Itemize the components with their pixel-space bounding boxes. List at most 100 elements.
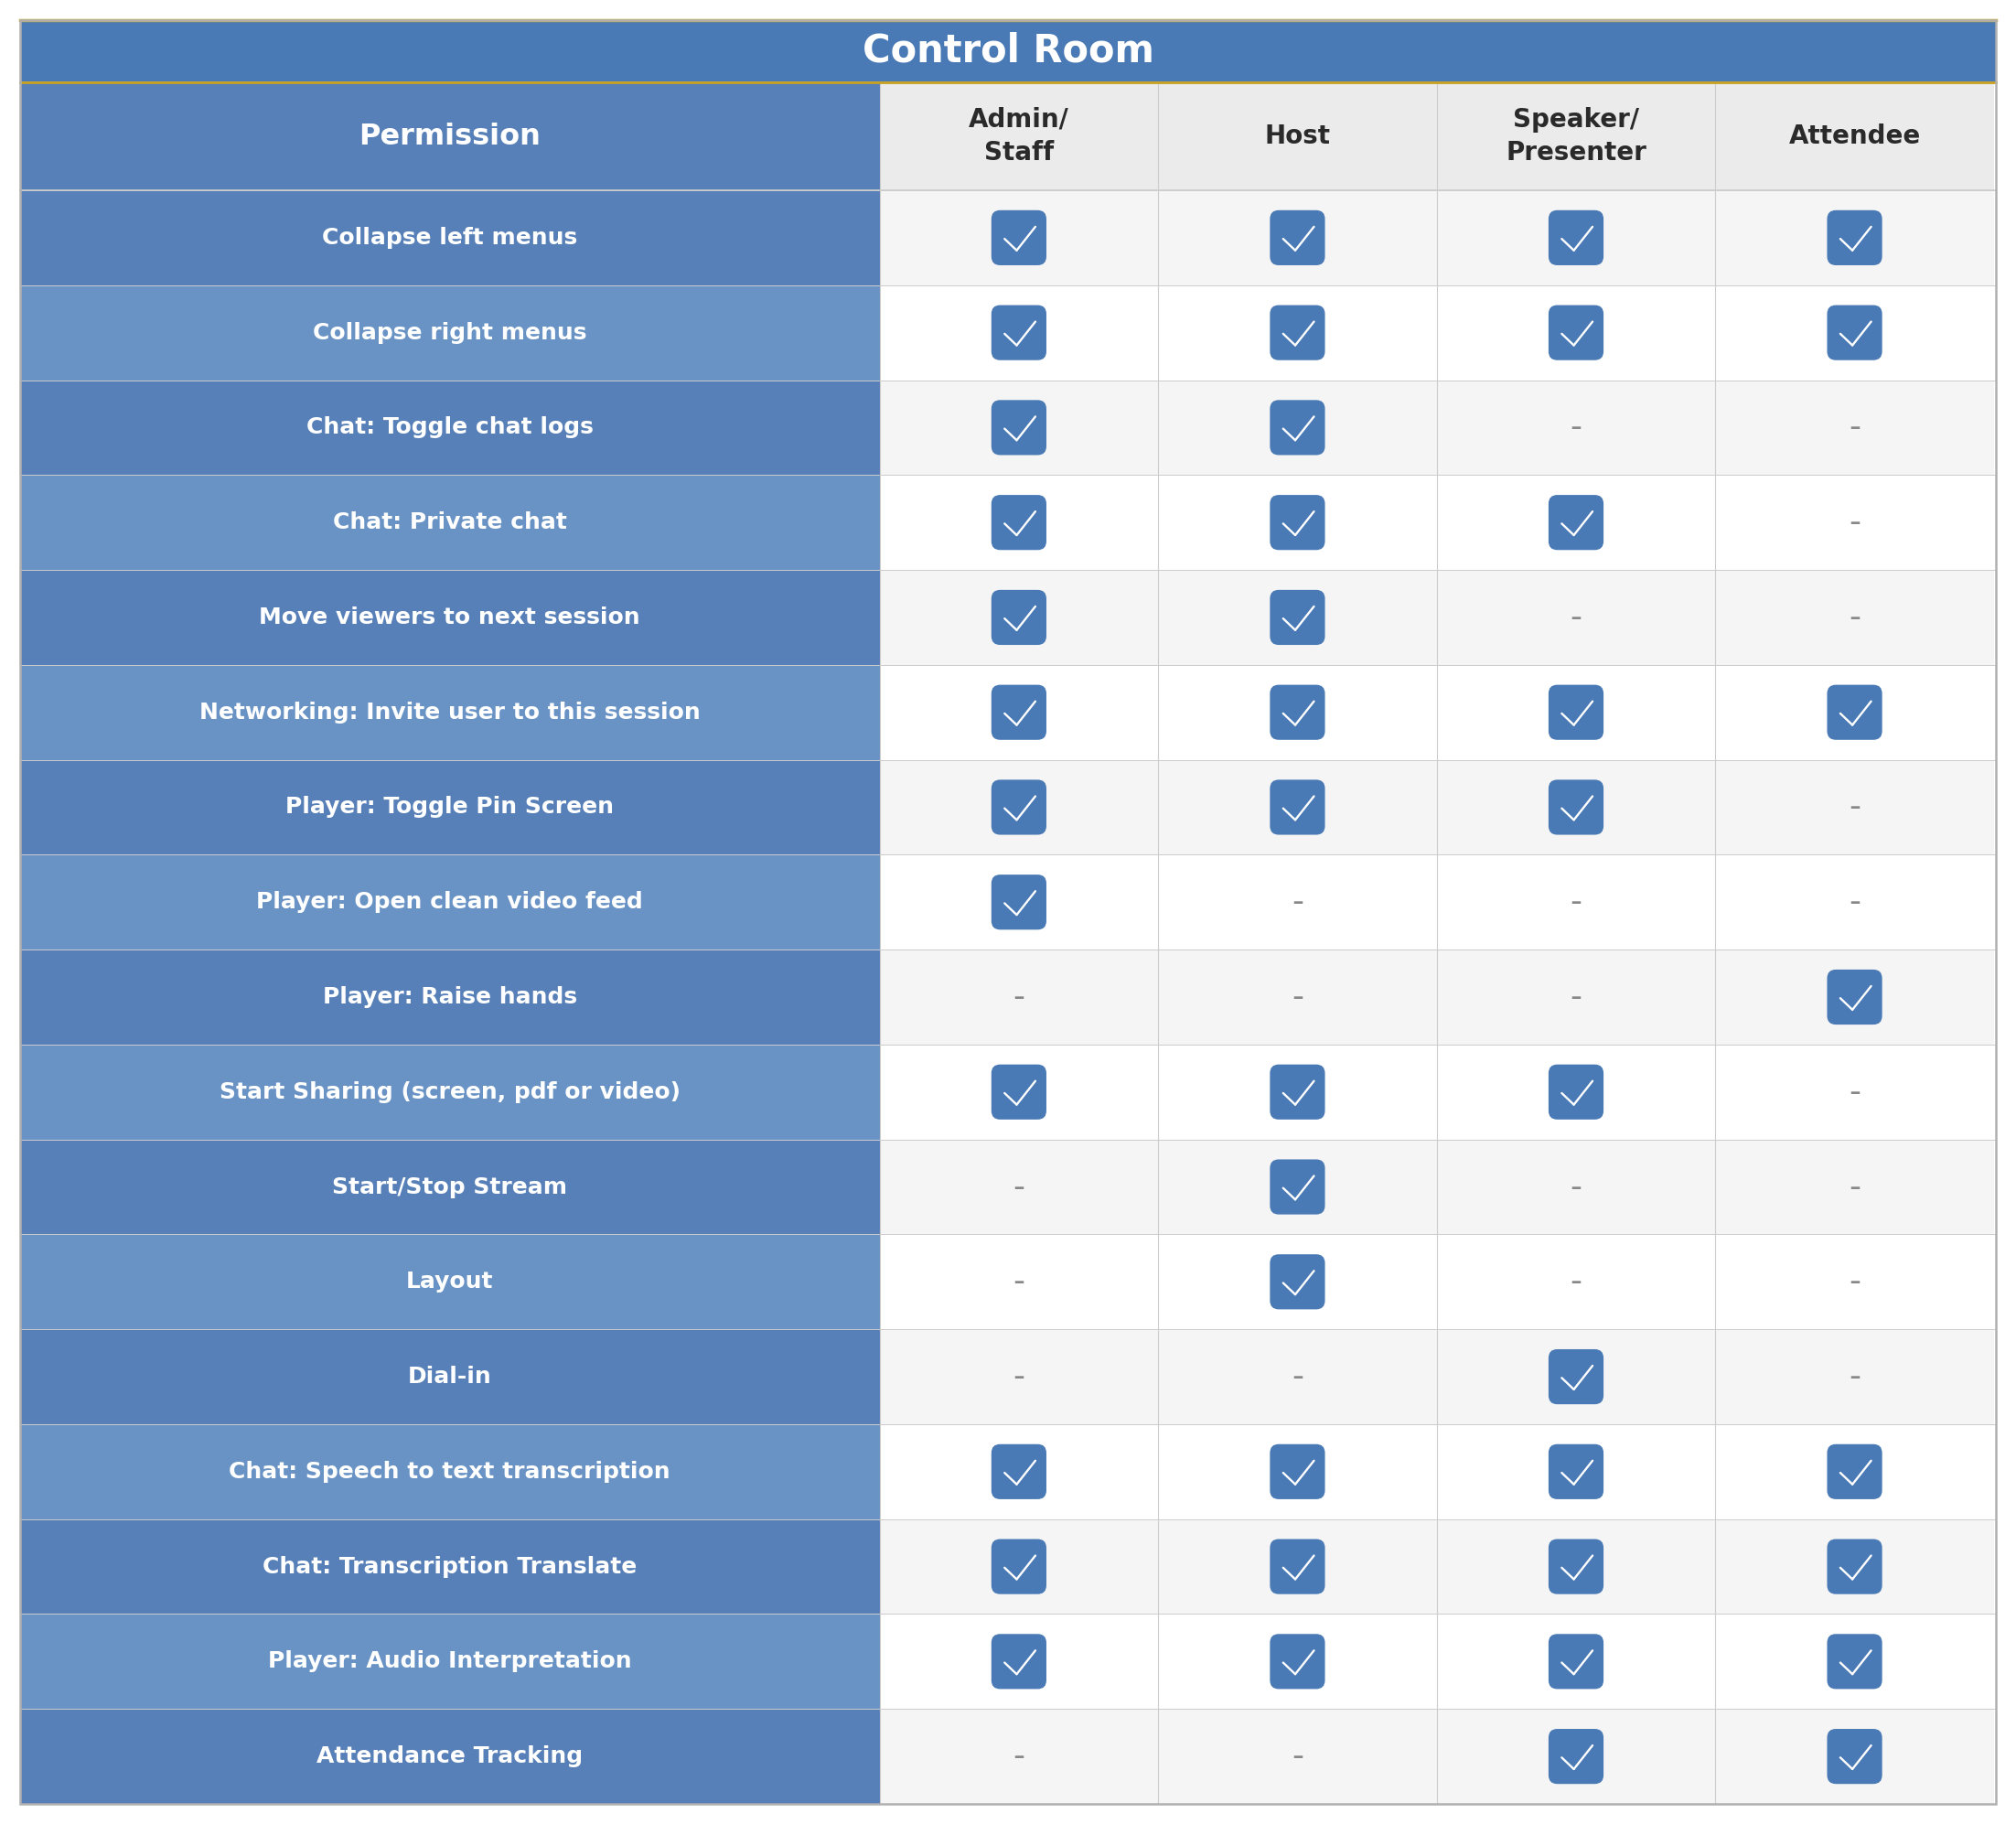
Bar bbox=[1437, 1614, 1716, 1709]
Text: Collapse right menus: Collapse right menus bbox=[312, 321, 587, 343]
Bar bbox=[20, 1330, 879, 1425]
Text: Player: Audio Interpretation: Player: Audio Interpretation bbox=[268, 1651, 631, 1673]
Bar bbox=[1157, 1425, 1437, 1519]
Bar bbox=[1157, 950, 1437, 1045]
Bar bbox=[20, 761, 879, 855]
FancyBboxPatch shape bbox=[1270, 399, 1325, 456]
FancyBboxPatch shape bbox=[992, 684, 1046, 741]
Bar bbox=[1716, 474, 1994, 569]
FancyBboxPatch shape bbox=[1270, 1539, 1325, 1594]
FancyBboxPatch shape bbox=[1548, 305, 1603, 359]
Bar bbox=[1157, 1045, 1437, 1140]
Text: Player: Open clean video feed: Player: Open clean video feed bbox=[256, 892, 643, 914]
Bar bbox=[879, 190, 1157, 285]
FancyBboxPatch shape bbox=[1270, 210, 1325, 264]
Bar bbox=[1716, 666, 1994, 761]
Text: -: - bbox=[1849, 1266, 1861, 1297]
FancyBboxPatch shape bbox=[1270, 684, 1325, 741]
FancyBboxPatch shape bbox=[1548, 494, 1603, 551]
Text: -: - bbox=[1292, 1361, 1304, 1392]
Bar bbox=[1716, 285, 1994, 379]
Bar bbox=[20, 1709, 879, 1804]
Bar bbox=[20, 1614, 879, 1709]
Bar bbox=[1437, 474, 1716, 569]
Bar bbox=[1716, 1140, 1994, 1235]
FancyBboxPatch shape bbox=[1270, 779, 1325, 835]
Bar bbox=[1157, 379, 1437, 474]
Bar bbox=[879, 569, 1157, 666]
FancyBboxPatch shape bbox=[1826, 1634, 1883, 1689]
FancyBboxPatch shape bbox=[1826, 305, 1883, 359]
Bar bbox=[1157, 82, 1437, 190]
Bar bbox=[1716, 1519, 1994, 1614]
Text: -: - bbox=[1012, 1740, 1024, 1771]
Text: Player: Raise hands: Player: Raise hands bbox=[323, 987, 577, 1009]
FancyBboxPatch shape bbox=[1826, 1729, 1883, 1784]
FancyBboxPatch shape bbox=[1826, 1445, 1883, 1499]
FancyBboxPatch shape bbox=[1548, 684, 1603, 741]
Bar bbox=[20, 855, 879, 950]
Text: Control Room: Control Room bbox=[863, 33, 1153, 71]
Text: -: - bbox=[1849, 1076, 1861, 1107]
Bar bbox=[20, 1140, 879, 1235]
Text: Layout: Layout bbox=[405, 1271, 494, 1293]
FancyBboxPatch shape bbox=[1826, 684, 1883, 741]
Bar bbox=[20, 20, 1996, 82]
Bar bbox=[20, 1235, 879, 1330]
Bar bbox=[20, 474, 879, 569]
Bar bbox=[1437, 1519, 1716, 1614]
Bar bbox=[1716, 1330, 1994, 1425]
Text: -: - bbox=[1292, 886, 1304, 917]
Bar bbox=[879, 1519, 1157, 1614]
Bar bbox=[20, 190, 879, 285]
Bar bbox=[1437, 285, 1716, 379]
FancyBboxPatch shape bbox=[1826, 1539, 1883, 1594]
Bar bbox=[1157, 1235, 1437, 1330]
FancyBboxPatch shape bbox=[1270, 589, 1325, 646]
Text: Speaker/
Presenter: Speaker/ Presenter bbox=[1506, 106, 1647, 166]
FancyBboxPatch shape bbox=[1548, 779, 1603, 835]
Text: Chat: Transcription Translate: Chat: Transcription Translate bbox=[262, 1556, 637, 1578]
Text: -: - bbox=[1849, 412, 1861, 443]
Text: -: - bbox=[1012, 1171, 1024, 1202]
Bar bbox=[1157, 1709, 1437, 1804]
Text: Collapse left menus: Collapse left menus bbox=[323, 226, 577, 248]
Bar bbox=[879, 950, 1157, 1045]
Bar bbox=[1157, 569, 1437, 666]
FancyBboxPatch shape bbox=[1270, 1065, 1325, 1120]
Text: Attendee: Attendee bbox=[1788, 124, 1921, 150]
Text: -: - bbox=[1849, 1361, 1861, 1392]
Bar bbox=[1437, 1425, 1716, 1519]
Text: Admin/
Staff: Admin/ Staff bbox=[968, 106, 1068, 166]
Bar bbox=[20, 666, 879, 761]
FancyBboxPatch shape bbox=[992, 305, 1046, 359]
FancyBboxPatch shape bbox=[992, 210, 1046, 264]
Bar bbox=[879, 474, 1157, 569]
Bar bbox=[879, 379, 1157, 474]
FancyBboxPatch shape bbox=[992, 399, 1046, 456]
Bar bbox=[1157, 1330, 1437, 1425]
FancyBboxPatch shape bbox=[1548, 1350, 1603, 1404]
Bar bbox=[879, 1330, 1157, 1425]
Bar bbox=[879, 1614, 1157, 1709]
Bar bbox=[1437, 190, 1716, 285]
Text: -: - bbox=[1849, 886, 1861, 917]
Bar bbox=[1157, 855, 1437, 950]
FancyBboxPatch shape bbox=[1270, 494, 1325, 551]
Bar bbox=[20, 285, 879, 379]
Bar bbox=[1437, 1709, 1716, 1804]
Bar bbox=[1437, 855, 1716, 950]
Bar bbox=[879, 1425, 1157, 1519]
Bar bbox=[1157, 1519, 1437, 1614]
Text: -: - bbox=[1012, 1266, 1024, 1297]
Text: Permission: Permission bbox=[359, 122, 540, 150]
Text: Start/Stop Stream: Start/Stop Stream bbox=[333, 1176, 566, 1198]
FancyBboxPatch shape bbox=[992, 1445, 1046, 1499]
Bar bbox=[1716, 950, 1994, 1045]
Bar bbox=[1157, 1614, 1437, 1709]
Text: Dial-in: Dial-in bbox=[407, 1366, 492, 1388]
Bar bbox=[20, 950, 879, 1045]
Bar bbox=[1716, 855, 1994, 950]
Bar bbox=[1437, 761, 1716, 855]
Text: -: - bbox=[1570, 1171, 1583, 1202]
